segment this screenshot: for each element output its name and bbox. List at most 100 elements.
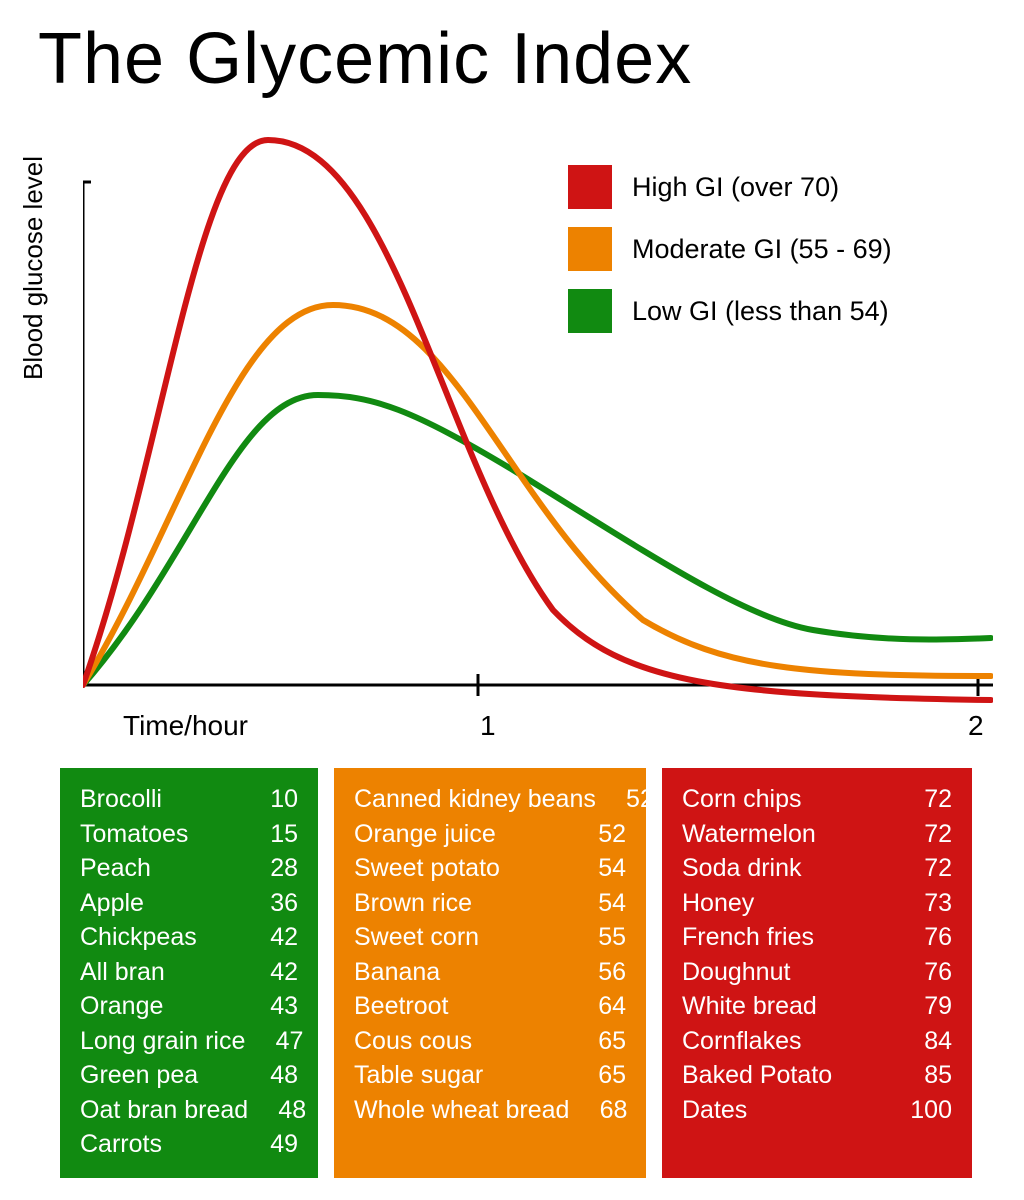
food-value: 43 <box>254 989 298 1024</box>
food-name: Chickpeas <box>80 920 211 955</box>
x-axis-label: Time/hour <box>123 710 248 742</box>
food-value: 42 <box>254 920 298 955</box>
food-name: Honey <box>682 886 768 921</box>
food-value: 76 <box>908 955 952 990</box>
legend-swatch <box>568 227 612 271</box>
food-name: Cornflakes <box>682 1024 816 1059</box>
food-value: 65 <box>582 1058 626 1093</box>
food-name: Corn chips <box>682 782 816 817</box>
low-gi-table: Brocolli10Tomatoes15Peach28Apple36Chickp… <box>60 768 318 1178</box>
food-value: 48 <box>254 1058 298 1093</box>
food-name: Doughnut <box>682 955 804 990</box>
food-name: Brocolli <box>80 782 176 817</box>
table-row: White bread 79 <box>682 989 952 1024</box>
food-value: 65 <box>582 1024 626 1059</box>
legend-swatch <box>568 165 612 209</box>
food-name: French fries <box>682 920 828 955</box>
curve-low <box>83 395 991 685</box>
food-value: 84 <box>908 1024 952 1059</box>
table-row: Baked Potato 85 <box>682 1058 952 1093</box>
food-value: 55 <box>582 920 626 955</box>
table-row: Watermelon 72 <box>682 817 952 852</box>
food-name: White bread <box>682 989 831 1024</box>
table-row: Beetroot 64 <box>354 989 626 1024</box>
food-name: Baked Potato <box>682 1058 846 1093</box>
food-name: Canned kidney beans <box>354 782 610 817</box>
legend-row: Low GI (less than 54) <box>568 289 892 333</box>
food-value: 68 <box>583 1093 627 1128</box>
food-value: 72 <box>908 817 952 852</box>
food-value: 64 <box>582 989 626 1024</box>
food-value: 85 <box>908 1058 952 1093</box>
table-row: Corn chips 72 <box>682 782 952 817</box>
food-name: Orange <box>80 989 177 1024</box>
table-row: Carrots 49 <box>80 1127 298 1162</box>
food-tables: Brocolli10Tomatoes15Peach28Apple36Chickp… <box>60 768 990 1178</box>
table-row: Chickpeas 42 <box>80 920 298 955</box>
food-value: 48 <box>262 1093 306 1128</box>
food-name: All bran <box>80 955 179 990</box>
food-name: Tomatoes <box>80 817 202 852</box>
table-row: Oat bran bread48 <box>80 1093 298 1128</box>
moderate-gi-table: Canned kidney beans52Orange juice52Sweet… <box>334 768 646 1178</box>
food-value: 54 <box>582 886 626 921</box>
food-value: 76 <box>908 920 952 955</box>
food-name: Watermelon <box>682 817 830 852</box>
table-row: Orange juice 52 <box>354 817 626 852</box>
table-row: Brown rice54 <box>354 886 626 921</box>
table-row: Table sugar 65 <box>354 1058 626 1093</box>
table-row: Cous cous 65 <box>354 1024 626 1059</box>
legend: High GI (over 70) Moderate GI (55 - 69) Lo… <box>568 165 892 351</box>
food-name: Sweet corn <box>354 920 493 955</box>
curve-moderate <box>83 305 991 685</box>
table-row: Soda drink 72 <box>682 851 952 886</box>
food-name: Long grain rice <box>80 1024 259 1059</box>
food-name: Table sugar <box>354 1058 497 1093</box>
food-value: 28 <box>254 851 298 886</box>
food-value: 54 <box>582 851 626 886</box>
food-name: Beetroot <box>354 989 463 1024</box>
table-row: French fries 76 <box>682 920 952 955</box>
legend-label: High GI (over 70) <box>632 172 839 203</box>
chart-area: Blood glucose level Time/hour 1 2 High G… <box>28 120 998 730</box>
food-name: Cous cous <box>354 1024 486 1059</box>
legend-row: Moderate GI (55 - 69) <box>568 227 892 271</box>
food-value: 47 <box>259 1024 303 1059</box>
food-name: Carrots <box>80 1127 176 1162</box>
food-value: 52 <box>582 817 626 852</box>
food-name: Oat bran bread <box>80 1093 262 1128</box>
table-row: Cornflakes 84 <box>682 1024 952 1059</box>
food-value: 49 <box>254 1127 298 1162</box>
food-name: Soda drink <box>682 851 816 886</box>
food-value: 72 <box>908 782 952 817</box>
food-value: 79 <box>908 989 952 1024</box>
food-name: Dates <box>682 1093 761 1128</box>
table-row: All bran42 <box>80 955 298 990</box>
food-name: Peach <box>80 851 165 886</box>
food-name: Whole wheat bread <box>354 1093 583 1128</box>
x-tick-label: 1 <box>480 710 496 742</box>
table-row: Sweet potato 54 <box>354 851 626 886</box>
legend-label: Moderate GI (55 - 69) <box>632 234 892 265</box>
food-value: 10 <box>254 782 298 817</box>
food-value: 36 <box>254 886 298 921</box>
table-row: Long grain rice47 <box>80 1024 298 1059</box>
table-row: Apple36 <box>80 886 298 921</box>
table-row: Peach 28 <box>80 851 298 886</box>
table-row: Banana 56 <box>354 955 626 990</box>
table-row: Canned kidney beans52 <box>354 782 626 817</box>
table-row: Sweet corn 55 <box>354 920 626 955</box>
food-name: Orange juice <box>354 817 510 852</box>
food-name: Green pea <box>80 1058 212 1093</box>
food-name: Sweet potato <box>354 851 514 886</box>
table-row: Doughnut 76 <box>682 955 952 990</box>
table-row: Whole wheat bread68 <box>354 1093 626 1128</box>
food-name: Banana <box>354 955 454 990</box>
food-value: 72 <box>908 851 952 886</box>
y-axis-label: Blood glucose level <box>18 156 49 380</box>
table-row: Honey73 <box>682 886 952 921</box>
food-value: 56 <box>582 955 626 990</box>
table-row: Orange 43 <box>80 989 298 1024</box>
food-value: 52 <box>610 782 654 817</box>
x-tick-label: 2 <box>968 710 984 742</box>
